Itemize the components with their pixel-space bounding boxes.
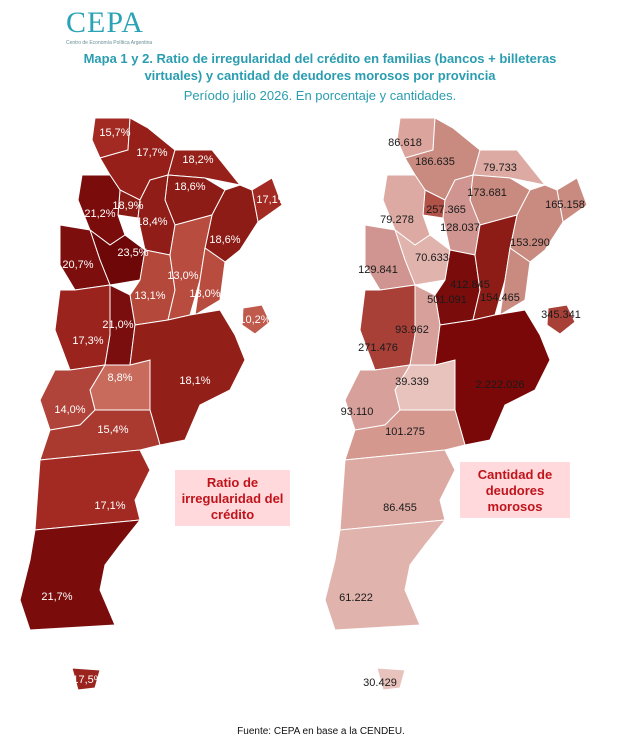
province-label: 17,7% bbox=[136, 147, 167, 159]
source: Fuente: CEPA en base a la CENDEU. bbox=[237, 726, 405, 737]
logo: CEPA bbox=[66, 6, 144, 39]
province-label: 412.845 bbox=[450, 279, 490, 291]
province-label: 128.037 bbox=[440, 222, 480, 234]
province-label: 79.733 bbox=[483, 162, 517, 174]
province-label: 18,2% bbox=[182, 154, 213, 166]
province-label: 17,1% bbox=[256, 194, 287, 206]
province-label: 14,0% bbox=[54, 404, 85, 416]
subtitle: Período julio 2026. En porcentaje y cant… bbox=[183, 88, 457, 103]
province-label: 2.222.026 bbox=[476, 379, 525, 391]
legend: Cantidad de deudores morosos bbox=[460, 462, 570, 518]
province-label: 257.365 bbox=[426, 204, 466, 216]
province bbox=[71, 667, 101, 691]
province-label: 186.635 bbox=[415, 156, 455, 168]
province-label: 15,4% bbox=[97, 424, 128, 436]
maps: 15,7% 17,7% 18,2% 18,6% 17,1% 18,6% 18,9% 18,4%… bbox=[19, 117, 588, 691]
province-label: 101.275 bbox=[385, 426, 425, 438]
province-label: 18,1% bbox=[179, 375, 210, 387]
province-label: 17,1% bbox=[94, 500, 125, 512]
province-label: 15,7% bbox=[99, 127, 130, 139]
province bbox=[499, 247, 531, 316]
province-label: 93.110 bbox=[341, 406, 374, 418]
province-label: 18,9% bbox=[112, 200, 143, 212]
title: Mapa 1 y 2. Ratio de irregularidad del c… bbox=[83, 51, 557, 83]
province-label: 21,2% bbox=[84, 208, 115, 220]
province-label: 21,7% bbox=[41, 591, 72, 603]
province-label: 345.341 bbox=[541, 309, 581, 321]
province-label: 173.681 bbox=[467, 187, 507, 199]
logo-tagline: Centro de Economía Política Argentina bbox=[66, 40, 153, 46]
province-label: 86.455 bbox=[383, 502, 417, 514]
province-label: 13,1% bbox=[134, 290, 165, 302]
province bbox=[194, 247, 226, 316]
province-label: 70.633 bbox=[415, 252, 449, 264]
province-label: 8,8% bbox=[107, 372, 132, 384]
province-label: 86.618 bbox=[388, 137, 422, 149]
province-label: 21,0% bbox=[102, 319, 133, 331]
province bbox=[19, 519, 142, 631]
legend: Ratio de irregularidad del crédito bbox=[175, 470, 290, 526]
province-label: 20,7% bbox=[62, 259, 93, 271]
province bbox=[324, 519, 447, 631]
province-label: 17,5% bbox=[72, 674, 103, 686]
province-label: 271.476 bbox=[358, 342, 398, 354]
province bbox=[129, 309, 246, 446]
province-label: 165.158 bbox=[545, 199, 585, 211]
province bbox=[546, 304, 576, 335]
province-label: 13,0% bbox=[167, 270, 198, 282]
province-label: 501.091 bbox=[427, 294, 467, 306]
province-label: 39.339 bbox=[395, 376, 429, 388]
province-label: 79.278 bbox=[380, 214, 414, 226]
province bbox=[34, 449, 151, 531]
province-label: 18,6% bbox=[209, 234, 240, 246]
province-label: 10,2% bbox=[239, 314, 270, 326]
province bbox=[434, 309, 551, 446]
province-label: 18,4% bbox=[136, 216, 167, 228]
province bbox=[241, 304, 271, 335]
province-label: 154.465 bbox=[480, 292, 520, 304]
province-label: 18,6% bbox=[174, 181, 205, 193]
province bbox=[339, 449, 456, 531]
province-label: 153.290 bbox=[510, 237, 550, 249]
province-label: 23,5% bbox=[117, 247, 148, 259]
province-label: 129.841 bbox=[358, 264, 398, 276]
province bbox=[376, 667, 406, 691]
province-label: 30.429 bbox=[363, 677, 397, 689]
province-label: 17,3% bbox=[72, 335, 103, 347]
province-label: 93.962 bbox=[395, 324, 429, 336]
province-label: 61.222 bbox=[339, 592, 373, 604]
province-label: 13,0% bbox=[189, 288, 220, 300]
